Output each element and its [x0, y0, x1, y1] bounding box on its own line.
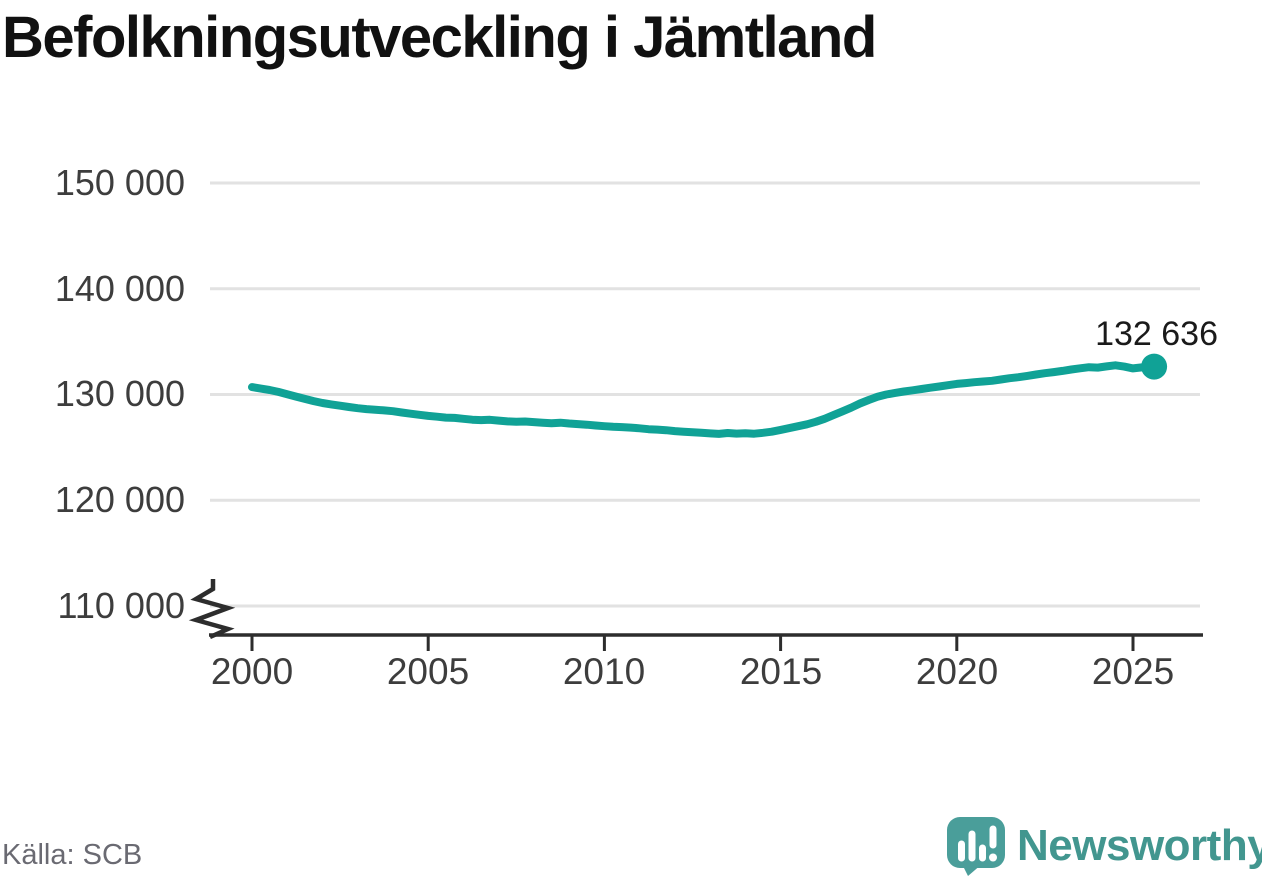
brand-name: Newsworthy	[1017, 821, 1262, 870]
y-axis-tick-label: 110 000	[57, 585, 185, 626]
y-axis-break-icon	[188, 579, 236, 640]
source-label: Källa: SCB	[2, 839, 143, 871]
x-axis-tick-label: 2010	[562, 651, 646, 692]
y-axis-tick-label: 150 000	[54, 162, 185, 203]
y-axis-tick-label: 130 000	[54, 373, 185, 414]
y-axis-tick-label: 140 000	[54, 268, 185, 309]
x-axis-ticks-group	[250, 635, 1135, 651]
x-axis-tick-label: 2025	[1091, 651, 1175, 692]
x-axis-tick-label: 2020	[915, 651, 999, 692]
population-line-series	[248, 361, 1159, 438]
x-axis-tick-label: 2000	[210, 651, 294, 692]
gridlines-group	[210, 181, 1200, 608]
x-axis-tick-label: 2015	[739, 651, 823, 692]
end-point-dot	[1141, 353, 1168, 380]
brand-logo: Newsworthy	[946, 814, 1262, 878]
x-axis-tick-label: 2005	[386, 651, 470, 692]
end-value-annotation: 132 636	[1095, 315, 1218, 353]
y-axis-tick-label: 120 000	[54, 479, 185, 520]
brand-bubble-chart-icon	[947, 816, 1005, 876]
page-title: Befolkningsutveckling i Jämtland	[2, 5, 877, 70]
